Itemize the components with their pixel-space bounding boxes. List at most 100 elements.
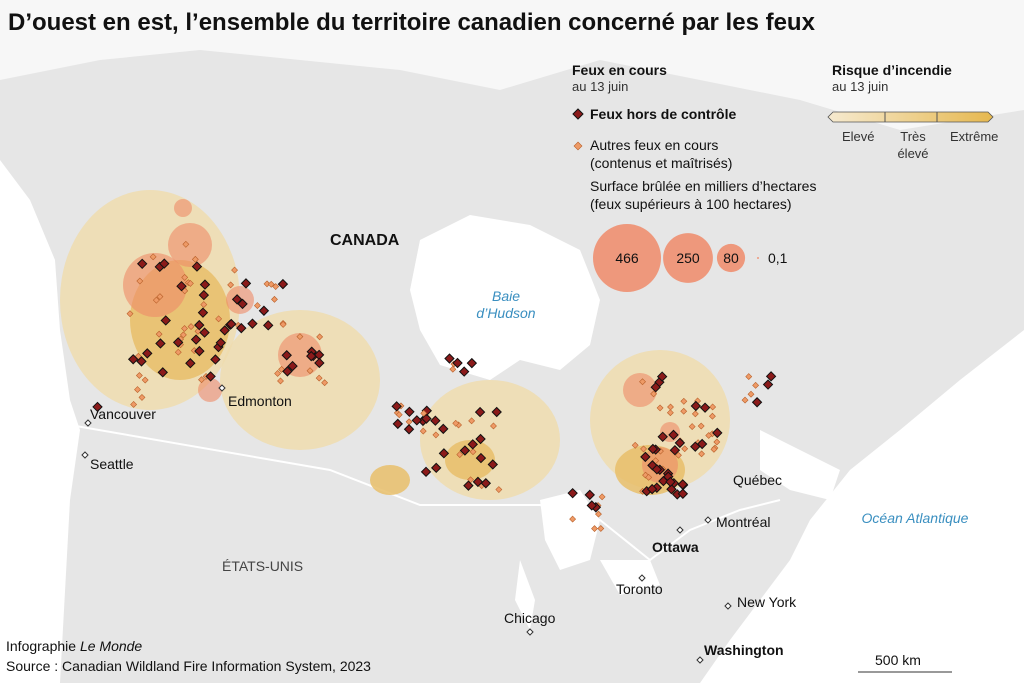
fire-out-of-control <box>194 345 205 357</box>
fire-out-of-control <box>666 484 677 495</box>
risk-subtitle: au 13 juin <box>832 79 889 94</box>
fire-other <box>227 281 235 289</box>
fire-out-of-control <box>199 327 210 338</box>
fire-other <box>155 330 163 338</box>
place: New York <box>737 594 797 610</box>
legend-light: Autres feux en cours <box>590 137 719 153</box>
fire-other <box>182 240 190 248</box>
fire-out-of-control <box>475 433 486 445</box>
legend-dark: Feux hors de contrôle <box>590 106 737 122</box>
fire-out-of-control <box>467 439 478 450</box>
fire-other <box>315 374 323 382</box>
fire-out-of-control <box>668 429 679 441</box>
place: ÉTATS-UNIS <box>222 558 304 574</box>
fire-out-of-control <box>404 406 415 418</box>
fire-other <box>595 510 602 518</box>
fire-out-of-control <box>640 451 651 463</box>
city <box>526 628 534 636</box>
arctic <box>0 0 1024 130</box>
city <box>676 526 684 534</box>
fire-other <box>449 365 457 373</box>
place: Ottawa <box>652 539 699 555</box>
burned-area <box>168 223 212 267</box>
fire-other <box>141 376 149 384</box>
burned-area <box>198 378 222 402</box>
fire-other <box>274 370 282 377</box>
fire-out-of-control <box>650 381 661 393</box>
fire-other <box>272 283 280 290</box>
fire-out-of-control <box>219 325 230 336</box>
fire-out-of-control <box>157 367 168 378</box>
fire-other <box>263 280 271 288</box>
fire-out-of-control <box>199 279 211 290</box>
fire-other <box>395 411 403 419</box>
place: Seattle <box>90 456 134 472</box>
fire-other <box>136 277 144 285</box>
source: Source : Canadian Wildland Fire Informat… <box>6 658 371 674</box>
fire-out-of-control <box>712 427 723 439</box>
fire-out-of-control <box>431 462 442 474</box>
fire-out-of-control <box>160 315 171 326</box>
fire-out-of-control <box>491 406 502 418</box>
fire-other <box>741 396 749 404</box>
fire-other <box>597 525 605 532</box>
fire-other <box>456 451 464 459</box>
fire-other <box>710 445 718 453</box>
credit-name: Le Monde <box>79 638 143 654</box>
fire-out-of-control <box>142 348 153 359</box>
legend-area: Surface brûlée en milliers d’hectares <box>590 178 817 194</box>
fire-other <box>306 367 314 375</box>
risk-level: Très élevé <box>897 129 929 161</box>
size-circle <box>716 243 746 273</box>
fire-other <box>569 515 577 523</box>
fire-out-of-control <box>646 483 658 495</box>
place: Québec <box>733 472 783 488</box>
fire-out-of-control <box>463 480 474 491</box>
place: Washington <box>704 642 784 658</box>
fire-other <box>705 432 713 439</box>
fire-out-of-control <box>651 464 663 475</box>
fire-out-of-control <box>444 353 455 364</box>
fire-out-of-control <box>92 401 103 413</box>
fire-out-of-control <box>231 294 243 305</box>
city <box>84 419 92 427</box>
hudson-bay <box>410 215 600 380</box>
fire-out-of-control <box>586 500 597 511</box>
fire-other <box>432 431 440 439</box>
legend-dark-marker <box>572 108 584 120</box>
fire-out-of-control <box>190 334 202 345</box>
fire-out-of-control <box>438 423 449 435</box>
fire-other <box>271 295 278 303</box>
fire-out-of-control <box>657 431 668 443</box>
fire-out-of-control <box>258 305 270 316</box>
fire-other <box>134 386 141 394</box>
fire-out-of-control <box>430 415 441 426</box>
city <box>638 574 646 582</box>
fire-other <box>279 321 287 328</box>
city <box>218 384 226 392</box>
size-label: 250 <box>676 250 700 266</box>
fire-out-of-control <box>185 358 196 369</box>
fire-other <box>709 403 717 411</box>
fire-out-of-control <box>459 445 471 456</box>
fire-out-of-control <box>669 444 681 456</box>
fire-out-of-control <box>136 356 147 367</box>
legend-subtitle: au 13 juin <box>572 79 629 94</box>
gulf <box>760 430 840 500</box>
fire-other <box>747 390 755 398</box>
fire-other <box>490 422 497 430</box>
sea: Océan Atlantique <box>861 510 969 526</box>
fire-out-of-control <box>240 278 252 289</box>
fire-other <box>468 417 476 425</box>
fire-other <box>666 409 674 417</box>
fire-other <box>126 310 134 318</box>
fire-out-of-control <box>677 479 688 490</box>
fire-other <box>640 445 647 453</box>
fire-out-of-control <box>247 318 258 329</box>
fire-out-of-control <box>421 413 432 424</box>
place: CANADA <box>330 232 400 249</box>
fire-out-of-control <box>205 371 216 382</box>
fire-out-of-control <box>391 401 402 412</box>
city <box>696 656 704 664</box>
